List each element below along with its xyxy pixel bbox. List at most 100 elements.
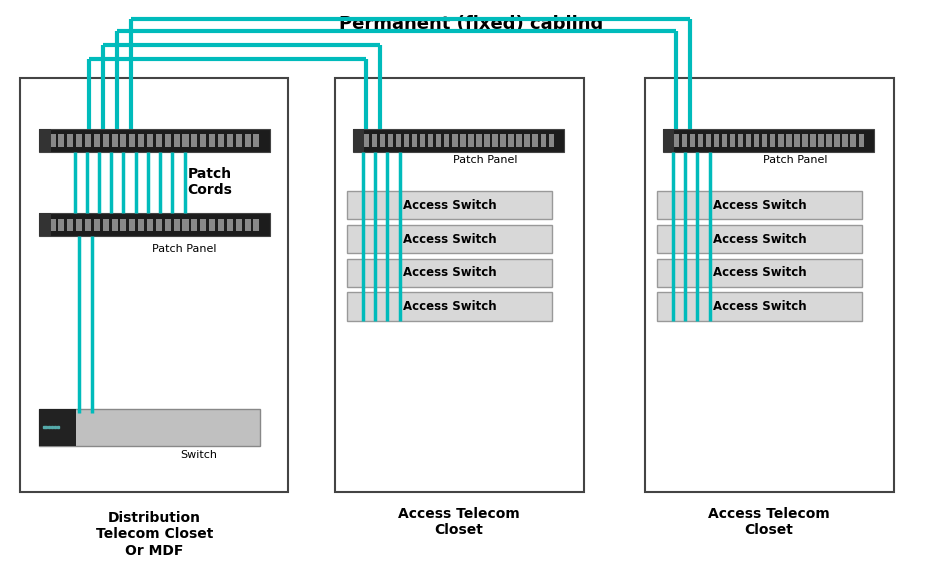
Bar: [698, 134, 703, 147]
Bar: [412, 134, 417, 147]
Bar: [509, 134, 513, 147]
Bar: [58, 218, 64, 231]
Bar: [380, 134, 385, 147]
Bar: [40, 129, 269, 152]
Text: Access Switch: Access Switch: [402, 267, 496, 280]
Bar: [541, 134, 546, 147]
Bar: [103, 134, 108, 147]
Bar: [674, 134, 679, 147]
Bar: [94, 134, 100, 147]
Bar: [67, 218, 73, 231]
Bar: [842, 134, 848, 147]
Bar: [436, 134, 442, 147]
Bar: [500, 134, 506, 147]
Bar: [826, 134, 832, 147]
Text: Access Switch: Access Switch: [712, 199, 806, 212]
Bar: [218, 134, 224, 147]
Bar: [236, 218, 242, 231]
Text: Access Telecom
Closet: Access Telecom Closet: [707, 507, 830, 538]
Bar: [762, 134, 768, 147]
Bar: [460, 134, 465, 147]
Bar: [663, 129, 674, 152]
Bar: [245, 134, 251, 147]
Bar: [730, 134, 736, 147]
Bar: [85, 218, 91, 231]
Text: Access Switch: Access Switch: [402, 300, 496, 313]
Bar: [173, 134, 180, 147]
Text: Permanent (fixed) cabling: Permanent (fixed) cabling: [339, 15, 603, 33]
Bar: [245, 218, 251, 231]
Text: Access Switch: Access Switch: [712, 267, 806, 280]
Bar: [657, 293, 862, 321]
Text: Access Switch: Access Switch: [402, 199, 496, 212]
Text: Access Telecom
Closet: Access Telecom Closet: [398, 507, 520, 538]
Bar: [371, 134, 377, 147]
Bar: [353, 129, 564, 152]
Bar: [778, 134, 784, 147]
Bar: [663, 129, 874, 152]
Text: Patch
Cords: Patch Cords: [187, 168, 233, 198]
Bar: [516, 134, 522, 147]
Bar: [644, 78, 894, 492]
Bar: [770, 134, 775, 147]
Bar: [525, 134, 530, 147]
Text: Access Switch: Access Switch: [402, 233, 496, 246]
Bar: [39, 409, 260, 445]
Bar: [39, 409, 76, 445]
Bar: [810, 134, 816, 147]
Bar: [396, 134, 401, 147]
Bar: [138, 134, 144, 147]
Bar: [347, 191, 552, 220]
Bar: [253, 134, 259, 147]
Bar: [165, 218, 171, 231]
Text: Switch: Switch: [180, 449, 217, 460]
Bar: [706, 134, 711, 147]
Bar: [183, 218, 188, 231]
Bar: [787, 134, 791, 147]
Bar: [227, 218, 233, 231]
Bar: [201, 134, 206, 147]
Bar: [20, 78, 288, 492]
Bar: [468, 134, 474, 147]
Bar: [444, 134, 449, 147]
Bar: [754, 134, 759, 147]
Bar: [835, 134, 840, 147]
Bar: [428, 134, 433, 147]
Bar: [67, 134, 73, 147]
Bar: [690, 134, 695, 147]
Text: Patch Panel: Patch Panel: [763, 155, 827, 165]
Bar: [50, 134, 56, 147]
Bar: [353, 129, 365, 152]
Bar: [253, 218, 259, 231]
Bar: [138, 218, 144, 231]
Bar: [111, 218, 118, 231]
Bar: [347, 225, 552, 253]
Bar: [209, 218, 215, 231]
Bar: [803, 134, 807, 147]
Bar: [209, 134, 215, 147]
Bar: [201, 218, 206, 231]
Bar: [746, 134, 752, 147]
Bar: [858, 134, 864, 147]
Bar: [191, 134, 198, 147]
Bar: [218, 218, 224, 231]
Bar: [532, 134, 538, 147]
Text: Access Switch: Access Switch: [712, 233, 806, 246]
Bar: [103, 218, 108, 231]
Bar: [484, 134, 490, 147]
Bar: [364, 134, 369, 147]
Bar: [40, 213, 51, 237]
Bar: [147, 218, 153, 231]
Bar: [121, 134, 126, 147]
Bar: [147, 134, 153, 147]
Bar: [681, 134, 687, 147]
Bar: [404, 134, 409, 147]
Bar: [714, 134, 719, 147]
Bar: [227, 134, 233, 147]
Bar: [347, 293, 552, 321]
Bar: [183, 134, 188, 147]
Bar: [657, 191, 862, 220]
Bar: [334, 78, 584, 492]
Bar: [476, 134, 481, 147]
Bar: [129, 134, 136, 147]
